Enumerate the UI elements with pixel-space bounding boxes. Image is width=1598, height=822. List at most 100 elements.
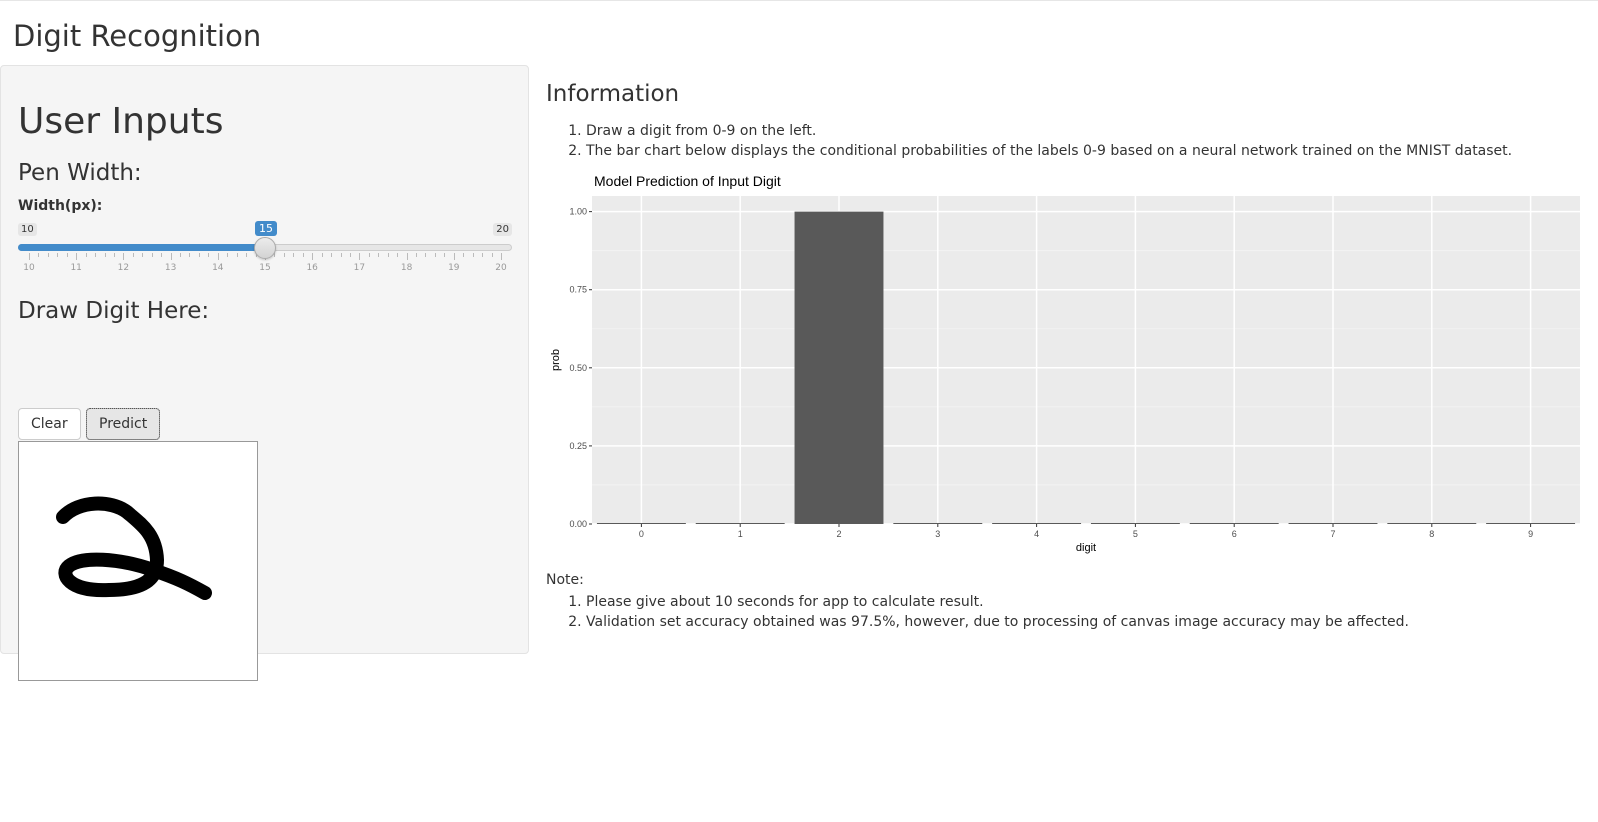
slider-minor-tick [397,253,399,257]
bar-6 [1189,523,1279,524]
slider-tick-label: 16 [306,263,318,273]
prediction-chart: 0.00 0.25 0.50 0.75 1.00 0 1 2 3 4 5 6 7 8 9 digit prob M… [550,173,1580,554]
drawn-digit [56,496,212,600]
slider-minor-tick [189,253,191,257]
slider-tick-label: 11 [70,263,82,273]
x-tick-label: 2 [836,529,841,539]
slider-tick-label: 19 [448,263,460,273]
bar-2 [794,211,884,524]
slider-minor-tick [236,253,238,257]
slider-minor-tick [208,253,210,257]
slider-minor-tick [321,253,323,257]
slider-minor-tick [151,253,153,257]
slider-fill [18,244,265,251]
y-tick-label: 0.75 [569,285,587,295]
slider-minor-tick [349,253,351,257]
slider-tick [359,253,361,260]
slider-tick-label: 10 [23,263,35,273]
bar-4 [992,523,1082,524]
slider-minor-tick [444,253,446,257]
slider-minor-tick [472,253,474,257]
y-tick-label: 0.25 [569,441,587,451]
slider-minor-tick [368,253,370,257]
slider-minor-tick [274,253,276,257]
note-item: Please give about 10 seconds for app to … [586,592,1409,612]
slider-minor-tick [378,253,380,257]
slider-minor-tick [425,253,427,257]
slider-minor-tick [491,253,493,257]
slider-tick-label: 18 [400,263,413,273]
pen-width-slider[interactable]: 10 20 15 10 11 12 13 14 15 16 17 18 19 20 [18,220,512,280]
x-axis-label: digit [1076,542,1096,554]
y-tick-label: 1.00 [569,207,587,217]
bar-3 [893,523,983,524]
x-tick-label: 7 [1330,529,1335,539]
slider-tick-label: 14 [212,263,224,273]
slider-minor-tick [38,253,40,257]
slider-minor-tick [57,253,59,257]
slider-minor-tick [161,253,163,257]
slider-minor-tick [416,253,418,257]
bar-8 [1387,523,1477,524]
draw-heading: Draw Digit Here: [18,298,210,324]
clear-button[interactable]: Clear [18,408,81,440]
slider-tick [453,253,455,260]
x-tick-label: 0 [639,529,644,539]
slider-minor-tick [283,253,285,257]
pen-width-heading: Pen Width: [18,160,142,186]
note-item: Validation set accuracy obtained was 97.… [586,612,1409,632]
slider-tick [29,253,30,260]
slider-tick-label: 13 [164,263,177,273]
slider-minor-tick [293,253,295,257]
slider-handle[interactable] [254,237,276,259]
slider-tick [76,253,78,260]
slider-minor-tick [227,253,229,257]
slider-tick [217,253,219,260]
slider-tick-label: 17 [353,263,366,273]
slider-minor-tick [104,253,106,257]
x-tick-label: 5 [1133,529,1138,539]
slider-minor-tick [198,253,200,257]
note-list: Please give about 10 seconds for app to … [546,592,1409,632]
slider-tick [501,253,502,260]
bar-7 [1288,523,1378,524]
slider-minor-tick [47,253,49,257]
slider-max-label: 20 [493,223,512,236]
info-item: Draw a digit from 0-9 on the left. [586,121,1512,141]
slider-minor-tick [463,253,465,257]
bar-1 [695,523,785,524]
x-tick-label: 8 [1429,529,1434,539]
y-axis-label: prob [550,349,562,371]
slider-minor-tick [132,253,134,257]
info-title: Information [546,81,680,107]
slider-minor-tick [387,253,389,257]
slider-tick [406,253,408,260]
drawing-canvas[interactable] [18,441,258,681]
x-tick-label: 6 [1232,529,1237,539]
slider-minor-tick [331,253,333,257]
slider-minor-tick [434,253,436,257]
slider-tick [170,253,172,260]
slider-minor-tick [482,253,484,257]
bar-0 [596,523,686,524]
bar-9 [1486,523,1576,524]
slider-minor-tick [180,253,182,257]
slider-label: Width(px): [18,198,103,214]
slider-value-label: 15 [255,221,277,236]
predict-button[interactable]: Predict [86,408,161,440]
slider-minor-tick [246,253,248,257]
slider-minor-tick [113,253,115,257]
y-tick-label: 0.50 [569,363,587,373]
sidebar-panel: User Inputs Pen Width: Width(px): 10 20 … [0,65,529,681]
app-title: Digit Recognition [13,19,262,53]
chart-title: Model Prediction of Input Digit [594,173,781,189]
x-tick-label: 9 [1528,529,1533,539]
info-list: Draw a digit from 0-9 on the left. The b… [546,121,1512,161]
slider-tick [312,253,314,260]
slider-minor-tick [142,253,144,257]
slider-tick-label: 20 [495,263,507,273]
y-tick-label: 0.00 [569,519,587,529]
sidebar-title: User Inputs [18,101,224,142]
x-tick-label: 1 [738,529,743,539]
slider-minor-tick [66,253,68,257]
